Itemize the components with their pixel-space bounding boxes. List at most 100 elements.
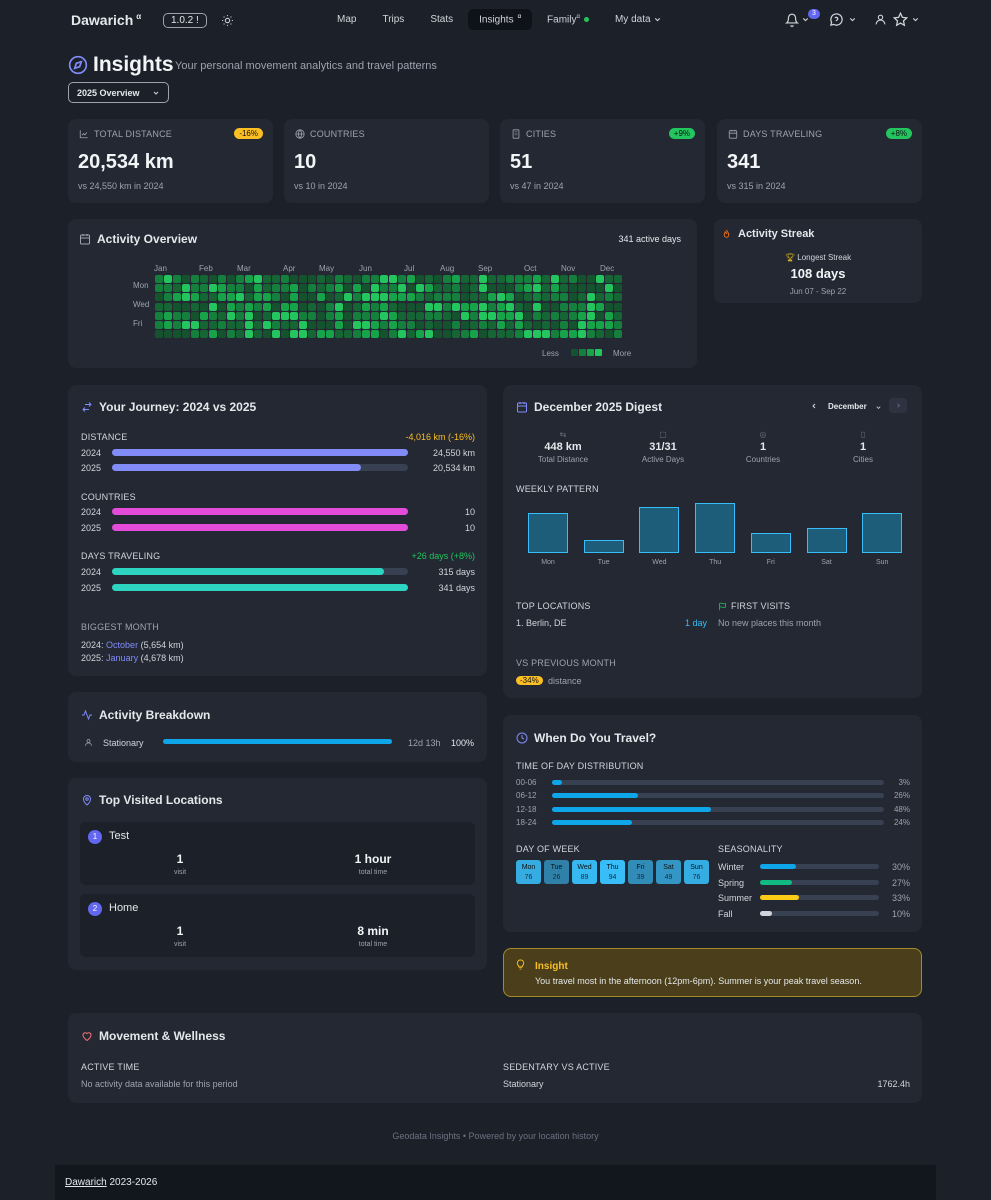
- heatmap-cell: [164, 293, 172, 302]
- heatmap-cell: [308, 321, 316, 329]
- chevron-down-icon[interactable]: [801, 15, 810, 27]
- heatmap-month-label: Dec: [600, 264, 615, 273]
- bar-fill: [112, 584, 408, 591]
- heatmap-cell: [335, 275, 343, 283]
- legend-swatch: [595, 349, 602, 356]
- seasonality-chart: Winter 30% Spring 27% Summer 33% Fall 10%: [0, 0, 991, 919]
- heatmap-cell: [281, 302, 289, 311]
- heatmap-cell: [353, 330, 361, 339]
- heatmap-cell: [569, 302, 577, 311]
- heatmap-cell: [569, 275, 577, 283]
- brand-logo[interactable]: Dawarich α: [71, 12, 142, 28]
- heatmap-cell: [380, 311, 388, 320]
- heatmap-cell: [236, 311, 244, 320]
- heatmap-month-labels: Jan Feb Mar Apr May Jun Jul Aug Sep Oct Nov Dec: [0, 264, 991, 274]
- heatmap-month-label: Mar: [237, 264, 251, 273]
- chart-icon: [79, 130, 88, 139]
- chevron-down-icon[interactable]: [848, 15, 857, 27]
- bar-fill: [760, 910, 772, 916]
- nav-map[interactable]: Map: [337, 14, 357, 26]
- location-item[interactable]: 2 Home 1 visit 8 min total time: [80, 894, 475, 957]
- dow-day: Tue: [550, 864, 563, 871]
- heatmap-cell: [443, 311, 451, 320]
- heatmap-cell: [452, 284, 460, 293]
- heatmap-cell: [524, 302, 532, 311]
- location-name: Test: [109, 830, 130, 842]
- heatmap-cell: [542, 330, 550, 339]
- heatmap-cell: [164, 311, 172, 320]
- dow-day: Sun: [690, 864, 703, 871]
- heatmap-cell: [452, 302, 460, 311]
- heatmap-cell: [254, 275, 262, 283]
- heatmap-cell: [380, 284, 388, 293]
- heatmap-cell: [515, 284, 523, 293]
- heatmap-cell: [569, 293, 577, 302]
- heatmap-cell: [362, 293, 370, 302]
- year-label: 2024: [81, 507, 102, 517]
- heatmap-cell: [578, 275, 586, 283]
- dow-value: 76: [692, 874, 701, 881]
- month-link[interactable]: October: [106, 640, 139, 650]
- heatmap-cell: [407, 330, 415, 339]
- dow-day: Mon: [521, 864, 536, 871]
- heatmap-cell: [272, 293, 280, 302]
- activity-breakdown-card: Activity Breakdown Stationary 12d 13h 10…: [68, 692, 487, 762]
- footer-brand-link[interactable]: Dawarich: [65, 1177, 107, 1188]
- heatmap-cell: [254, 311, 262, 320]
- heatmap-month-label: Oct: [524, 264, 537, 273]
- help-icon[interactable]: [829, 12, 844, 30]
- heatmap-cell: [425, 302, 433, 311]
- heatmap-cell: [479, 330, 487, 339]
- dow-day: Thu: [606, 864, 619, 871]
- heatmap-cell: [605, 311, 613, 320]
- change-badge: -16%: [234, 128, 263, 139]
- tod-percent: 3%: [898, 778, 910, 787]
- heatmap-cell: [614, 311, 622, 320]
- heatmap-cell: [416, 302, 424, 311]
- star-icon[interactable]: [892, 11, 909, 30]
- dow-day: Wed: [577, 864, 592, 871]
- digest-metric: ◎ 1 Countries: [713, 430, 813, 464]
- chevron-down-icon[interactable]: [911, 15, 920, 27]
- heatmap-cell: [425, 321, 433, 329]
- location-item[interactable]: 1 Test 1 visit 1 hour total time: [80, 822, 475, 885]
- version-badge[interactable]: 1.0.2 !: [163, 13, 207, 28]
- heatmap-cell: [335, 293, 343, 302]
- heatmap-cell: [443, 275, 451, 283]
- main-nav-links: Map Trips Stats Insights α Familyα My dat…: [326, 9, 673, 31]
- month-select[interactable]: December: [828, 402, 867, 411]
- month-link[interactable]: January: [106, 653, 139, 663]
- biggest-month-2024: 2024: October (5,654 km): [81, 640, 184, 650]
- period-select[interactable]: 2025 Overview: [68, 82, 169, 103]
- next-month-button[interactable]: [889, 398, 907, 413]
- heatmap-cell: [452, 293, 460, 302]
- nav-my-data[interactable]: My data: [604, 9, 673, 30]
- chevron-left-icon[interactable]: [810, 402, 818, 413]
- heatmap-cell: [209, 302, 217, 311]
- heatmap-cell: [344, 302, 352, 311]
- bell-icon[interactable]: [784, 13, 800, 30]
- theme-toggle-icon[interactable]: [221, 14, 234, 27]
- clock-icon: [516, 732, 528, 744]
- heatmap-cell: [272, 311, 280, 320]
- nav-insights[interactable]: Insights α: [468, 9, 533, 31]
- heatmap-cell: [290, 284, 298, 293]
- heatmap-cell: [569, 284, 577, 293]
- building-icon: [512, 129, 520, 139]
- heatmap-cell: [200, 302, 208, 311]
- nav-trips[interactable]: Trips: [382, 14, 405, 26]
- nav-family[interactable]: Familyα: [536, 9, 600, 30]
- heatmap-cell: [362, 284, 370, 293]
- heatmap-cell: [299, 284, 307, 293]
- heatmap-cell: [425, 275, 433, 283]
- chevron-down-icon[interactable]: [875, 403, 882, 414]
- heatmap-cell: [182, 293, 190, 302]
- dow-cell: Fri 39: [628, 860, 653, 884]
- nav-stats[interactable]: Stats: [430, 14, 454, 26]
- heatmap-cell: [461, 321, 469, 329]
- heatmap-cell: [551, 330, 559, 339]
- user-icon[interactable]: [874, 13, 887, 29]
- heatmap-cell: [569, 330, 577, 339]
- heatmap-cell: [344, 284, 352, 293]
- heatmap-cell: [245, 275, 253, 283]
